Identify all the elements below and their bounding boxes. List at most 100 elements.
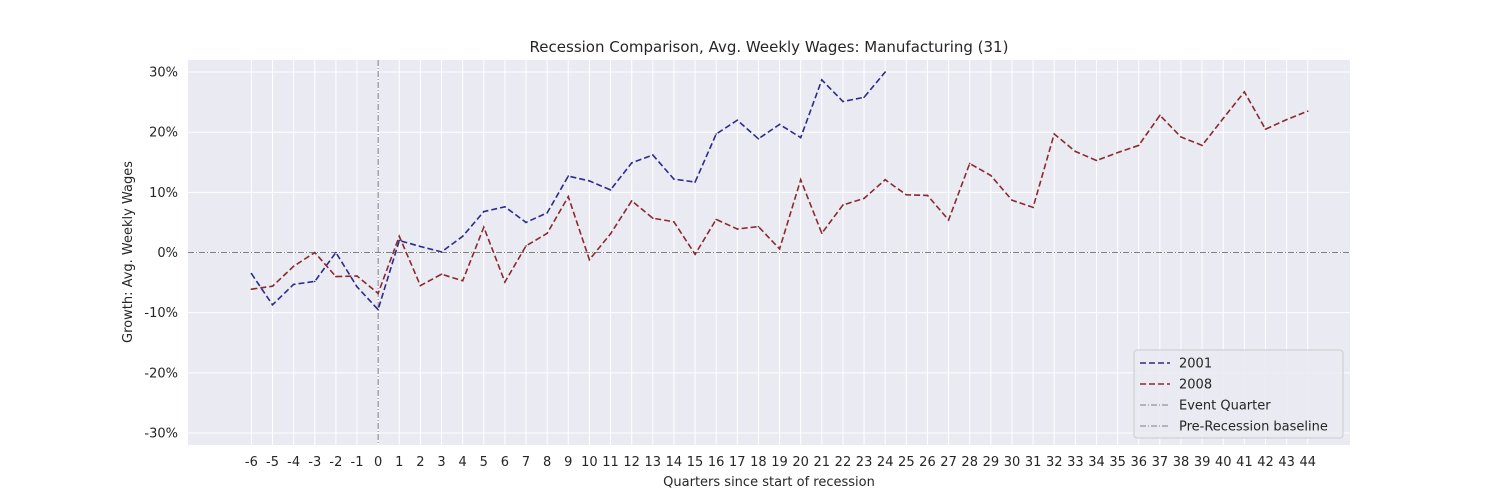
data-point-2008: [652, 217, 654, 220]
x-tick-label: 13: [645, 455, 662, 470]
data-point-2001: [250, 272, 253, 275]
data-point-2008: [884, 178, 886, 181]
data-point-2008: [313, 251, 316, 254]
data-point-2001: [440, 251, 443, 253]
x-tick-label: 12: [623, 455, 640, 470]
data-point-2001: [313, 280, 316, 283]
legend-label: 2001: [1179, 357, 1212, 372]
x-axis-label: Quarters since start of recession: [663, 475, 875, 490]
x-tick-label: 41: [1236, 455, 1253, 470]
data-point-2008: [1222, 117, 1225, 120]
data-point-2008: [335, 275, 337, 278]
y-tick-label: 0%: [157, 246, 178, 261]
y-axis-label: Growth: Avg. Weekly Wages: [121, 161, 136, 343]
data-point-2008: [1011, 199, 1013, 201]
data-point-2008: [947, 219, 950, 221]
legend-box: [1133, 349, 1344, 439]
x-tick-label: 18: [750, 455, 767, 470]
y-tick-label: 10%: [149, 186, 178, 201]
x-tick-label: 7: [522, 455, 530, 470]
data-point-2008: [1116, 151, 1119, 154]
x-tick-label: 33: [1067, 455, 1084, 470]
data-point-2008: [419, 284, 422, 287]
x-tick-label: 0: [374, 455, 382, 470]
x-tick-label: 14: [666, 455, 683, 470]
x-tick-label: 20: [792, 455, 809, 470]
data-point-2001: [419, 245, 422, 248]
data-point-2001: [757, 138, 760, 140]
x-tick-label: 38: [1173, 455, 1190, 470]
x-tick-label: 17: [729, 455, 746, 470]
data-point-2008: [1306, 110, 1309, 112]
x-tick-label: 3: [437, 455, 445, 470]
x-tick-label: 19: [771, 455, 788, 470]
data-point-2001: [673, 178, 675, 180]
data-point-2008: [356, 275, 358, 277]
data-point-2001: [588, 180, 591, 182]
x-tick-label: 16: [708, 455, 725, 470]
data-point-2008: [1201, 144, 1203, 147]
data-point-2001: [630, 162, 633, 164]
data-point-2008: [461, 279, 464, 282]
x-tick-label: -1: [351, 455, 364, 470]
data-point-2001: [715, 133, 717, 135]
x-tick-label: 26: [919, 455, 936, 470]
data-point-2008: [1053, 133, 1056, 135]
x-tick-label: 25: [898, 455, 915, 470]
data-point-2008: [1243, 91, 1246, 93]
data-point-2008: [1180, 136, 1182, 138]
data-point-2008: [292, 265, 295, 268]
x-tick-label: 37: [1152, 455, 1169, 470]
legend-item-baseline: Pre-Recession baseline: [1140, 420, 1328, 435]
x-tick-label: 32: [1046, 455, 1063, 470]
y-tick-label: -30%: [144, 426, 178, 441]
x-tick-label: 21: [814, 455, 831, 470]
data-point-2008: [630, 199, 633, 202]
x-tick-label: 42: [1257, 455, 1274, 470]
legend-item-event-quarter: Event Quarter: [1140, 399, 1271, 414]
data-point-2008: [1159, 114, 1161, 117]
x-tick-label: 11: [602, 455, 619, 470]
x-tick-label: 31: [1025, 455, 1042, 470]
x-tick-label: 10: [581, 455, 598, 470]
data-point-2008: [377, 292, 379, 295]
data-point-2008: [525, 245, 527, 247]
x-tick-label: 35: [1109, 455, 1126, 470]
data-point-2008: [968, 162, 971, 165]
data-point-2008: [1137, 144, 1140, 147]
x-tick-label: 43: [1278, 455, 1295, 470]
x-tick-label: 8: [543, 455, 551, 470]
data-point-2001: [821, 79, 823, 81]
data-point-2008: [1095, 159, 1098, 162]
x-tick-label: 9: [564, 455, 572, 470]
data-point-2001: [884, 71, 886, 73]
reference-lines: [188, 60, 1350, 445]
x-tick-label: -3: [308, 455, 321, 470]
y-tick-label: -20%: [144, 366, 178, 381]
data-point-2001: [863, 96, 865, 99]
x-tick-label: 39: [1194, 455, 1211, 470]
x-tick-label: 1: [395, 455, 403, 470]
legend-label: 2008: [1179, 378, 1212, 393]
data-point-2008: [673, 221, 675, 223]
data-point-2001: [842, 100, 844, 103]
data-point-2008: [546, 232, 548, 235]
x-tick-label: 6: [501, 455, 509, 470]
data-point-2008: [250, 288, 253, 290]
data-point-2008: [398, 235, 401, 238]
x-tick-label: 2: [416, 455, 424, 470]
data-point-2001: [377, 308, 379, 311]
x-tick-label: -2: [329, 455, 342, 470]
legend: 2001 2008 Event Quarter Pre-Recession basel…: [1133, 349, 1344, 439]
x-tick-labels: -6 -5 -4 -3 -2 -1 0 1 2 3 4 5 6 7 8 9 10 11 12 13 14 15 16 17 18…: [245, 455, 1316, 470]
data-point-2001: [567, 175, 570, 177]
x-tick-label: 29: [983, 455, 1000, 470]
y-tick-labels: -30% -20% -10% 0% 10% 20% 30%: [144, 66, 178, 442]
x-tick-label: -6: [245, 455, 258, 470]
data-point-2008: [1285, 118, 1288, 121]
data-point-2008: [799, 178, 802, 181]
data-point-2001: [546, 211, 548, 214]
data-point-2001: [799, 136, 802, 139]
data-point-2008: [842, 204, 844, 206]
